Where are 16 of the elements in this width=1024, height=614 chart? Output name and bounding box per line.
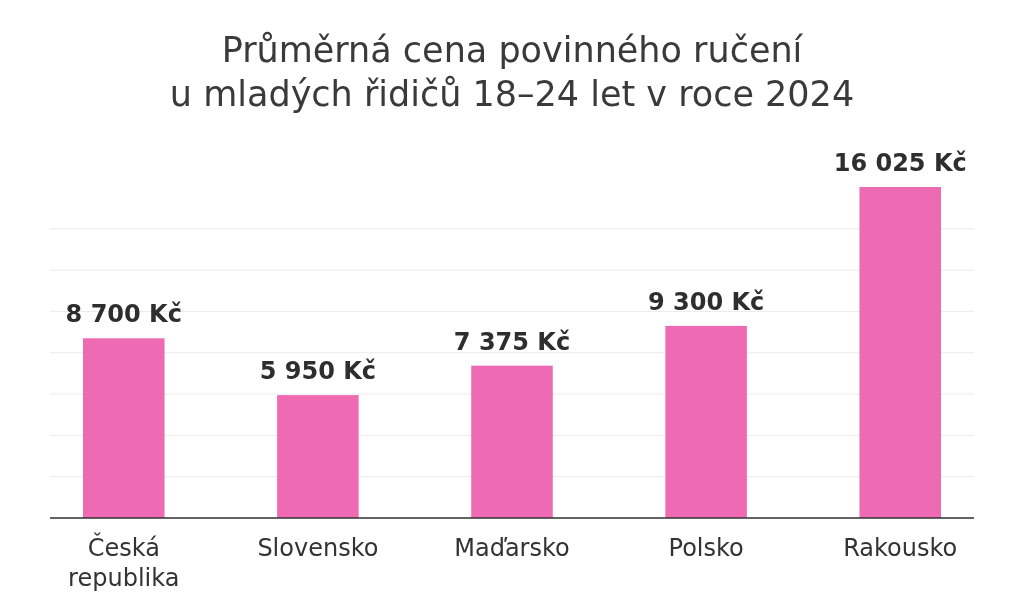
data-label: 8 700 Kč <box>65 300 182 329</box>
data-label: 9 300 Kč <box>647 287 765 316</box>
bar <box>859 187 941 518</box>
bar <box>83 338 165 518</box>
bar <box>665 325 747 518</box>
x-tick-label: Česká republika <box>68 532 180 592</box>
bar <box>277 395 359 518</box>
x-tick-label: Slovensko <box>257 534 379 562</box>
bar <box>471 365 553 518</box>
x-tick-label: Polsko <box>668 534 744 562</box>
x-tick-label: Rakousko <box>843 534 958 562</box>
data-label: 16 025 Kč <box>833 149 967 177</box>
data-label: 7 375 Kč <box>453 327 571 356</box>
data-label: 5 950 Kč <box>259 357 377 386</box>
chart-title: Průměrná cena povinného ručení u mladých řidičů 18–24 let v roce 2024 <box>169 30 855 114</box>
x-tick-label: Maďarsko <box>454 534 570 562</box>
